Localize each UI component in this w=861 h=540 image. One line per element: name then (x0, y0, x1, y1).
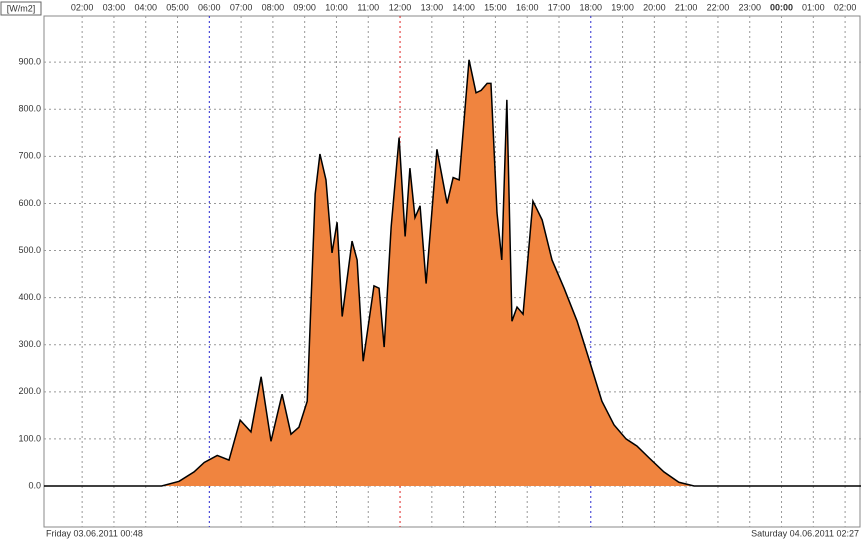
x-tick-label: 23:00 (738, 2, 761, 12)
y-tick-label: 500.0 (18, 245, 41, 255)
y-tick-label: 0.0 (28, 480, 41, 490)
y-tick-label: 300.0 (18, 339, 41, 349)
y-tick-label: 700.0 (18, 151, 41, 161)
unit-box (0, 1, 42, 16)
plot-frame (43, 15, 861, 528)
start-label: Friday 03.06.2011 00:48 (46, 528, 143, 538)
line (44, 59, 861, 487)
y-tick-label: 900.0 (18, 57, 41, 67)
x-tick-label: 19:00 (611, 2, 634, 12)
x-tick-label: 10:00 (325, 2, 348, 12)
y-tick-label: 800.0 (18, 104, 41, 114)
x-tick-label: 21:00 (675, 2, 698, 12)
x-tick-label: 13:00 (421, 2, 444, 12)
y-tick-label: 600.0 (18, 198, 41, 208)
x-tick-label: 14:00 (452, 2, 475, 12)
x-tick-label: 09:00 (293, 2, 316, 12)
x-tick-label: 15:00 (484, 2, 507, 12)
x-tick-label: 01:00 (802, 2, 825, 12)
x-tick-label: 05:00 (166, 2, 189, 12)
x-tick-label: 07:00 (230, 2, 253, 12)
x-tick-label: 17:00 (548, 2, 571, 12)
x-tick-label: 11:00 (357, 2, 379, 12)
x-tick-label: 12:00 (389, 2, 412, 12)
x-tick-label: 16:00 (516, 2, 539, 12)
x-tick-label: 08:00 (262, 2, 285, 12)
x-tick-label: 18:00 (580, 2, 603, 12)
y-tick-label: 200.0 (18, 386, 41, 396)
x-tick-label: 22:00 (707, 2, 730, 12)
area (44, 59, 861, 487)
x-tick-label: 00:00 (770, 2, 793, 12)
end-label: Saturday 04.06.2011 02:27 (751, 528, 859, 538)
y-axis-label: [W/m2] (7, 3, 36, 13)
x-tick-label: 06:00 (198, 2, 221, 12)
y-tick-label: 400.0 (18, 292, 41, 302)
x-tick-label: 02:00 (71, 2, 94, 12)
x-tick-label: 03:00 (103, 2, 126, 12)
x-tick-label: 04:00 (134, 2, 157, 12)
y-tick-label: 100.0 (18, 433, 41, 443)
x-tick-label: 20:00 (643, 2, 666, 12)
x-tick-label: 02:00 (834, 2, 857, 12)
